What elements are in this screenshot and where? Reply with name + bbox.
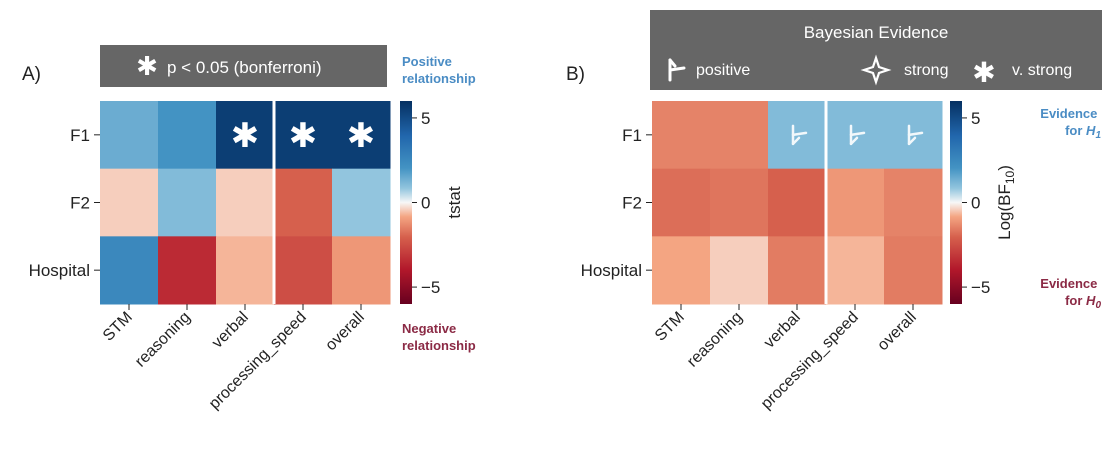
colorbar-label-b: Log(BF10)	[995, 165, 1017, 240]
column-label-a-processing_speed: processing_speed	[206, 309, 310, 413]
row-label-a-F1: F1	[70, 126, 90, 145]
colorbar-gradient-a	[400, 101, 412, 304]
positive-relationship-note: Positive relationship	[402, 54, 476, 86]
negative-note-line2: relationship	[402, 338, 476, 353]
heatmap-cell-a-F2-overall	[332, 168, 391, 237]
row-label-a-F2: F2	[70, 194, 90, 213]
heatmap-cell-b-F2-reasoning	[710, 168, 769, 237]
positive-evidence-marker-F1-overall	[907, 124, 924, 146]
positive-evidence-marker-F1-verbal	[791, 124, 808, 146]
evidence-h0-line2: for H0	[1065, 293, 1101, 311]
significance-marker-F1-overall: ✱	[347, 117, 376, 155]
panel-b-label: B)	[566, 64, 585, 85]
bayesian-legend-title: Bayesian Evidence	[804, 23, 949, 42]
heatmap-cell-b-Hospital-verbal	[768, 236, 827, 305]
bayesian-legend-box	[650, 10, 1102, 90]
column-label-a-reasoning: reasoning	[132, 309, 194, 371]
heatmap-cell-a-F1-processing_speed	[274, 101, 333, 170]
significance-legend-text: p < 0.05 (bonferroni)	[167, 58, 322, 77]
colorbar-gradient-b	[950, 101, 962, 304]
colorbar-b: 5 0 −5 Log(BF10)	[950, 101, 1017, 304]
colorbar-label-subscript: 10	[1003, 170, 1017, 184]
panel-b: B) Bayesian Evidence positive strong ✱ v…	[566, 10, 1102, 413]
heatmap-cell-b-F2-overall	[884, 168, 943, 237]
heatmap-cell-a-F1-STM	[100, 101, 159, 170]
panel-a: A) ✱ p < 0.05 (bonferroni) ✱ ✱ ✱ F1 F2 Hospit…	[22, 45, 476, 413]
heatmap-cell-a-Hospital-reasoning	[158, 236, 217, 305]
colorbar-tick-label-b-2: −5	[971, 278, 990, 297]
heatmap-cell-b-F1-STM	[652, 101, 711, 170]
heatmap-cell-b-F2-STM	[652, 168, 711, 237]
heatmap-cell-a-Hospital-overall	[332, 236, 391, 305]
colorbar-label-a: tstat	[445, 186, 464, 218]
heatmap-cell-b-Hospital-processing_speed	[826, 236, 885, 305]
heatmap-cell-a-Hospital-processing_speed	[274, 236, 333, 305]
heatmap-cell-a-F2-reasoning	[158, 168, 217, 237]
panel-a-label: A)	[22, 64, 41, 85]
heatmap-cell-a-Hospital-verbal	[216, 236, 275, 305]
colorbar-tick-label-b-1: 0	[971, 194, 980, 213]
very-strong-evidence-icon: ✱	[972, 57, 995, 88]
significance-marker-F1-verbal: ✱	[231, 117, 260, 155]
negative-relationship-note: Negative relationship	[402, 321, 476, 353]
evidence-h0-line1: Evidence	[1040, 276, 1097, 291]
heatmap-cell-b-F2-processing_speed	[826, 168, 885, 237]
heatmap-cell-b-F1-reasoning	[710, 101, 769, 170]
strong-evidence-label: strong	[904, 62, 948, 79]
heatmap-cell-a-Hospital-STM	[100, 236, 159, 305]
evidence-h1-line2: for H1	[1065, 123, 1101, 141]
column-label-b-STM: STM	[652, 309, 688, 345]
colorbar-tick-label-a-1: 0	[421, 194, 430, 213]
column-label-b-verbal: verbal	[761, 309, 804, 352]
positive-evidence-marker-F1-processing_speed	[849, 124, 866, 146]
significance-legend: ✱ p < 0.05 (bonferroni)	[100, 45, 387, 87]
column-label-a-overall: overall	[322, 309, 367, 354]
positive-note-line2: relationship	[402, 71, 476, 86]
colorbar-tick-label-a-2: −5	[421, 278, 440, 297]
heatmap-cell-a-F2-STM	[100, 168, 159, 237]
colorbar-a: 5 0 −5 tstat	[400, 101, 464, 304]
column-label-a-STM: STM	[100, 309, 136, 345]
heatmap-cell-b-Hospital-overall	[884, 236, 943, 305]
negative-note-line1: Negative	[402, 321, 456, 336]
colorbar-tick-label-b-0: 5	[971, 109, 980, 128]
evidence-h0-note: Evidence for H0	[1040, 276, 1101, 311]
row-label-b-F2: F2	[622, 194, 642, 213]
row-label-b-F1: F1	[622, 126, 642, 145]
very-strong-evidence-label: v. strong	[1012, 62, 1072, 79]
column-label-b-overall: overall	[874, 309, 919, 354]
column-label-a-verbal: verbal	[209, 309, 252, 352]
colorbar-label-close: )	[995, 165, 1014, 171]
column-label-b-reasoning: reasoning	[684, 309, 746, 371]
evidence-h1-note: Evidence for H1	[1040, 106, 1101, 141]
positive-evidence-icon	[668, 58, 686, 82]
heatmap-cell-b-Hospital-reasoning	[710, 236, 769, 305]
significance-marker-F1-processing_speed: ✱	[289, 117, 318, 155]
significance-legend-box	[100, 45, 387, 87]
positive-note-line1: Positive	[402, 54, 452, 69]
asterisk-icon: ✱	[136, 51, 158, 81]
heatmap-cell-a-F2-verbal	[216, 168, 275, 237]
colorbar-tick-label-a-0: 5	[421, 109, 430, 128]
bayesian-evidence-legend: Bayesian Evidence positive strong ✱ v. s…	[650, 10, 1102, 90]
strong-evidence-icon	[860, 54, 892, 86]
heatmap-cell-a-F2-processing_speed	[274, 168, 333, 237]
row-label-b-Hospital: Hospital	[581, 261, 642, 280]
evidence-h1-line1: Evidence	[1040, 106, 1097, 121]
heatmap-cell-b-Hospital-STM	[652, 236, 711, 305]
heatmap-cell-a-F1-overall	[332, 101, 391, 170]
row-label-a-Hospital: Hospital	[29, 261, 90, 280]
heatmap-cell-b-F2-verbal	[768, 168, 827, 237]
column-label-b-processing_speed: processing_speed	[758, 309, 862, 413]
heatmap-cell-a-F1-reasoning	[158, 101, 217, 170]
positive-evidence-label: positive	[696, 62, 750, 79]
heatmap-cell-a-F1-verbal	[216, 101, 275, 170]
